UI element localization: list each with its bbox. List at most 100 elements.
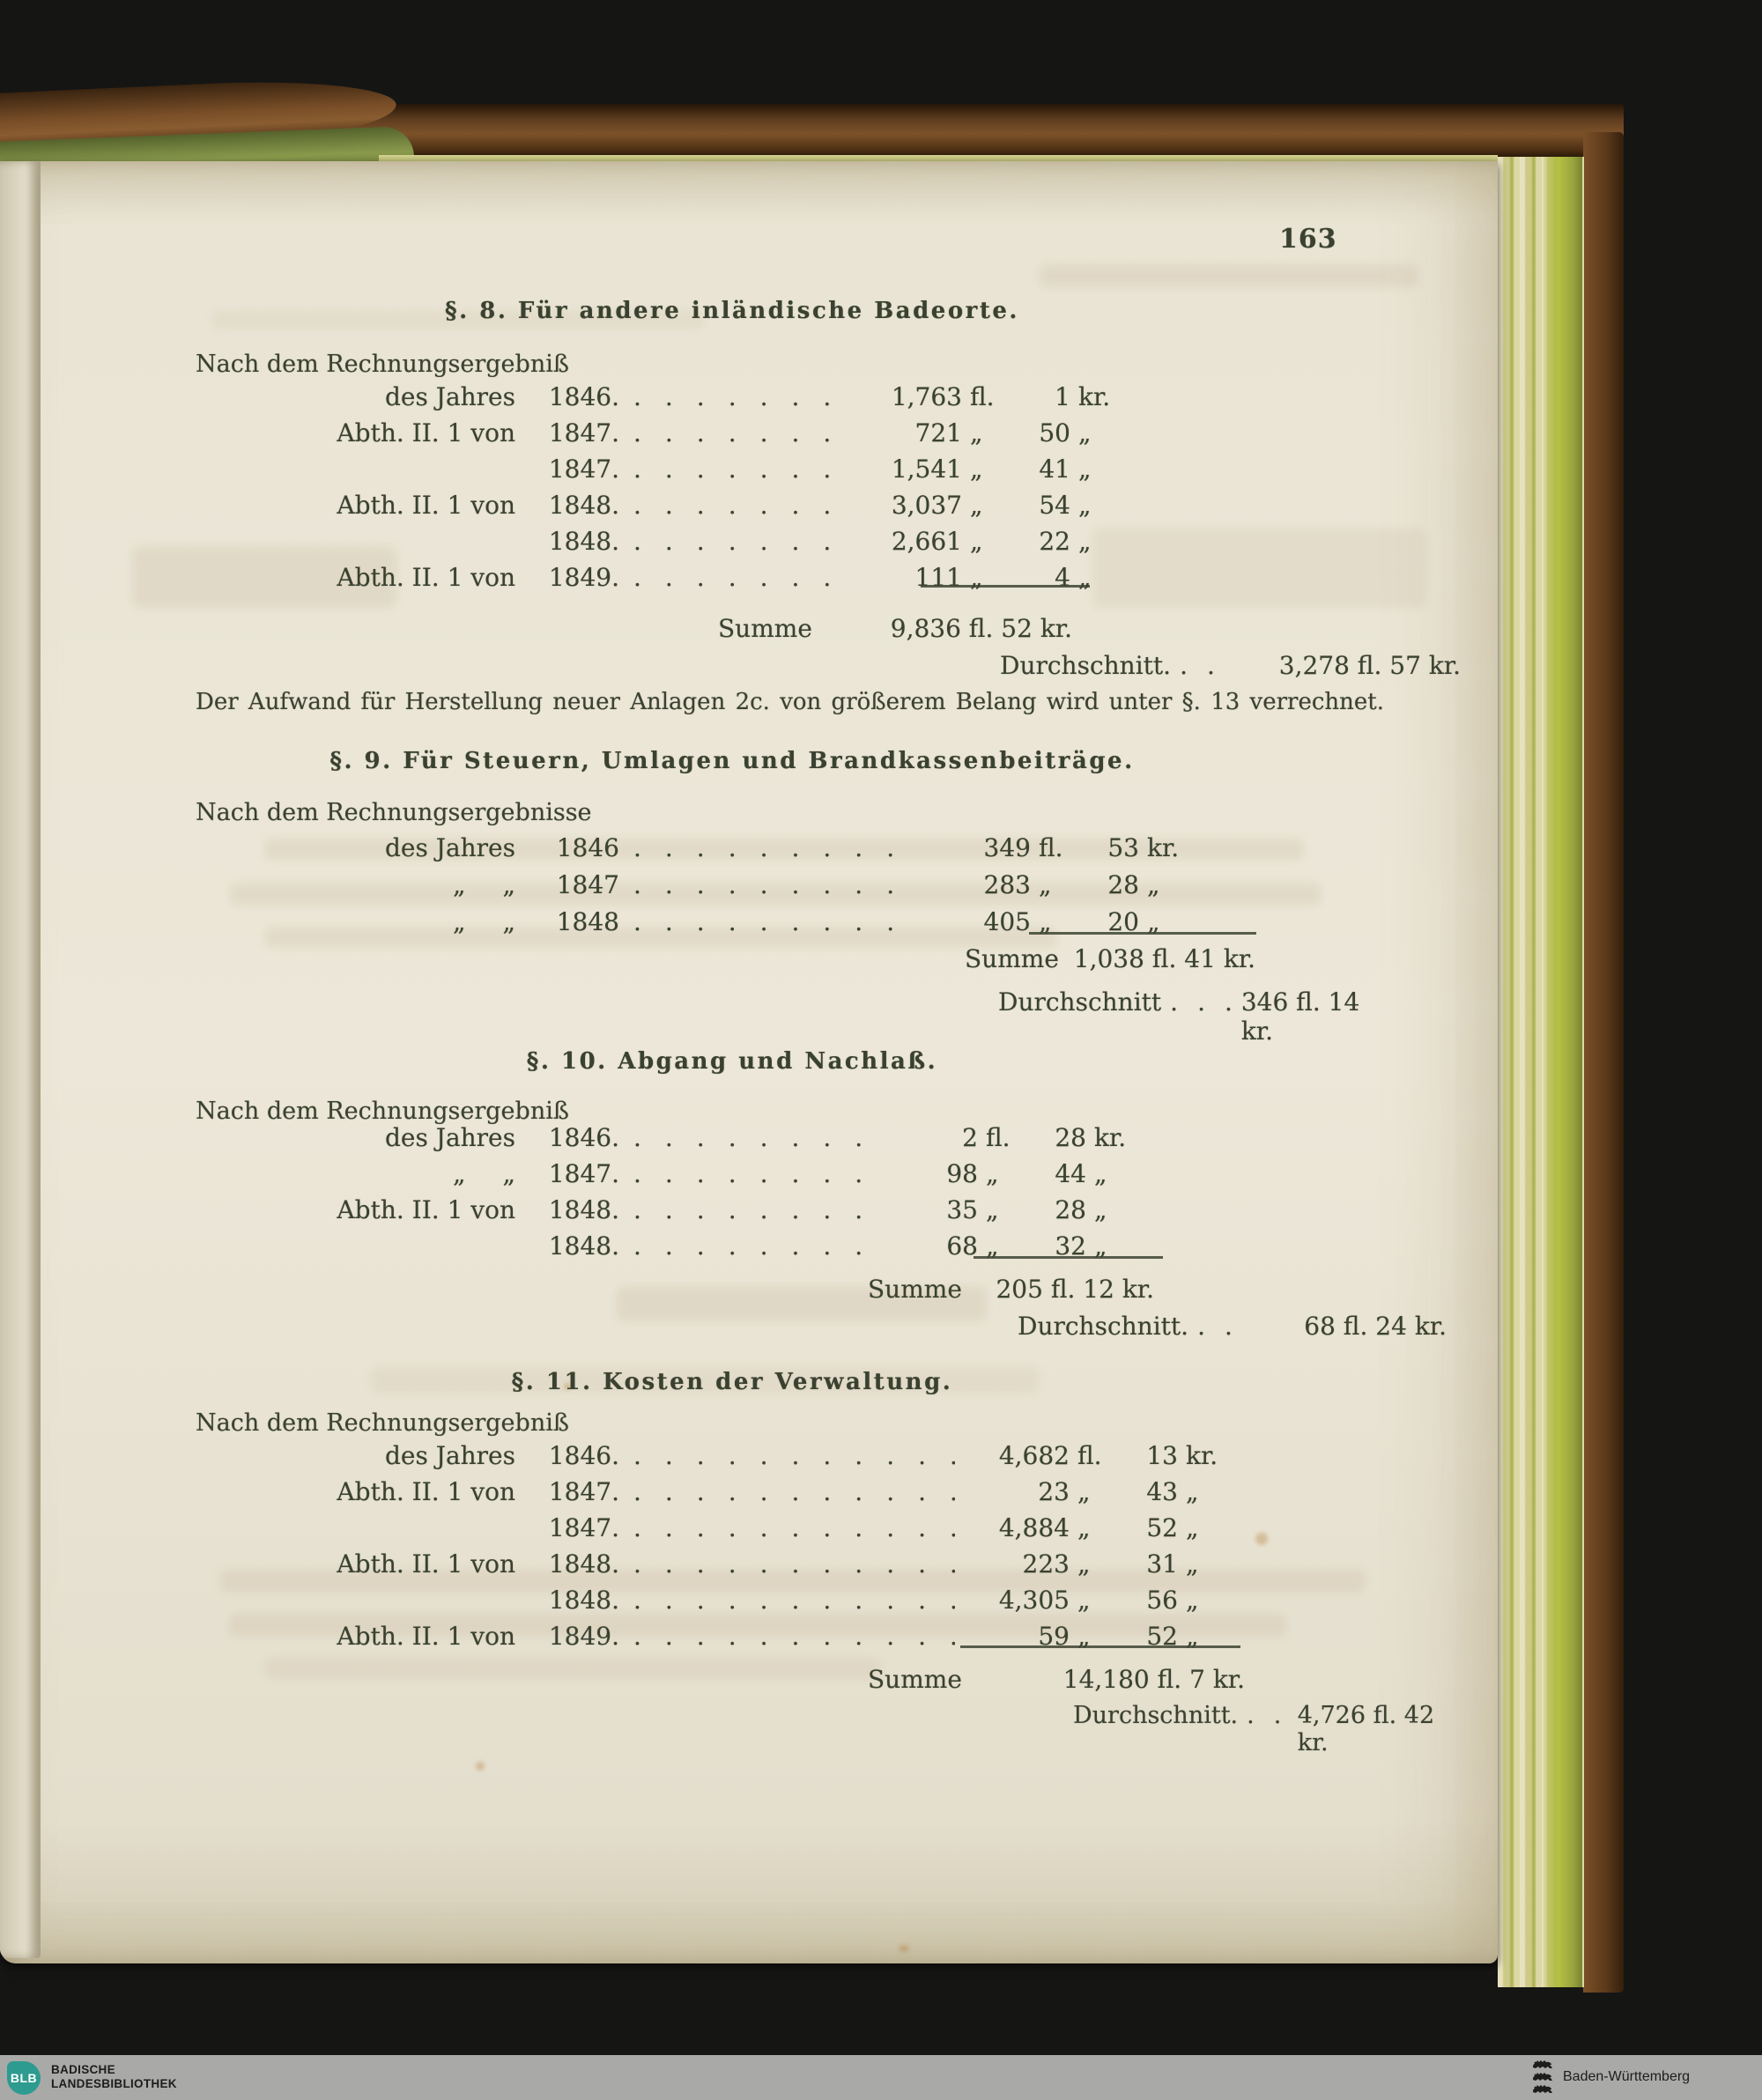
section-heading-9: §. 9. Für Steuern, Umlagen und Brandkass… bbox=[329, 748, 1135, 774]
currency-unit: „ bbox=[1078, 455, 1092, 484]
kreuzer-value: 50 bbox=[1039, 418, 1070, 447]
blb-logo[interactable]: BLB bbox=[7, 2061, 41, 2095]
bleedthrough-smudge bbox=[220, 1570, 1366, 1593]
table-row: 1847.....................4,884„52„ bbox=[196, 1513, 1225, 1543]
row-year: 1846. bbox=[548, 1441, 619, 1470]
table-row: „ „ 1847.................... 283 „ 28 „ bbox=[196, 870, 1186, 900]
leader-dots: .. bbox=[1247, 1702, 1298, 1729]
amount-value: 2,661 bbox=[891, 527, 962, 556]
amount-value: 98 bbox=[946, 1159, 978, 1188]
table-row: Abth. II. 1 von 1849.....................… bbox=[196, 563, 1117, 593]
row-year: 1847 bbox=[556, 870, 619, 899]
currency-unit: „ bbox=[1039, 907, 1052, 936]
section-heading-11: §. 11. Kosten der Verwaltung. bbox=[511, 1369, 953, 1395]
kreuzer-value: 28 bbox=[1055, 1123, 1086, 1152]
summe-value: 205 fl. 12 kr. bbox=[996, 1275, 1154, 1304]
currency-unit: „ bbox=[1077, 1513, 1091, 1542]
table-row: des Jahres 1846..................... 4,682… bbox=[196, 1441, 1225, 1471]
currency-unit: „ bbox=[1186, 1477, 1199, 1506]
durchschnitt-label: Durchschnitt bbox=[998, 987, 1162, 1017]
amount-value: 1,541 bbox=[891, 455, 962, 484]
leader-dots: .................... bbox=[633, 1513, 955, 1542]
library-name[interactable]: BADISCHE LANDESBIBLIOTHEK bbox=[51, 2063, 177, 2092]
leader-dots: .................... bbox=[633, 833, 916, 862]
bleedthrough-smudge bbox=[264, 927, 1057, 948]
kreuzer-value: 28 bbox=[1107, 870, 1139, 899]
state-logo[interactable]: Baden-Württemberg bbox=[1531, 2059, 1690, 2096]
summe-value: 1,038 fl. 41 kr. bbox=[1073, 944, 1255, 973]
amount-value: 1,763 bbox=[891, 382, 962, 411]
row-year: 1847. bbox=[548, 1477, 619, 1506]
kreuzer-value: 13 bbox=[1146, 1441, 1178, 1470]
row-label: des Jahres bbox=[384, 1441, 515, 1470]
kreuzer-value: 20 bbox=[1107, 907, 1139, 936]
currency-unit: kr. bbox=[1094, 1123, 1127, 1152]
durchschnitt-value: 68 fl. 24 kr. bbox=[1304, 1312, 1447, 1341]
table-row: Abth. II. 1 von 1848.....................… bbox=[196, 1195, 1133, 1225]
kreuzer-value: 32 bbox=[1055, 1231, 1086, 1261]
summe-label: Summe bbox=[868, 1665, 962, 1694]
row-year: 1846. bbox=[548, 1123, 619, 1152]
paper-stain bbox=[476, 1762, 485, 1771]
note-paragraph: Der Aufwand für Herstellung neuer Anlage… bbox=[196, 689, 1385, 715]
kreuzer-value: 1 bbox=[1055, 382, 1070, 411]
section-intro-9: Nach dem Rechnungsergebnisse bbox=[196, 799, 592, 826]
currency-unit: kr. bbox=[1078, 382, 1111, 411]
currency-unit: „ bbox=[1094, 1159, 1107, 1188]
row-label: „ „ bbox=[452, 907, 515, 936]
page-number: 163 bbox=[1279, 224, 1337, 255]
row-label: des Jahres bbox=[384, 1123, 515, 1152]
currency-unit: „ bbox=[1186, 1513, 1199, 1542]
kreuzer-value: 4 bbox=[1055, 563, 1070, 592]
bleedthrough-smudge bbox=[229, 1614, 1286, 1637]
library-footer-bar: BLB BADISCHE LANDESBIBLIOTHEK Baden-Würt… bbox=[0, 2055, 1762, 2100]
summe-line: Summe 9,836 fl. 52 kr. bbox=[718, 614, 1072, 643]
leader-dots: .................... bbox=[633, 1159, 863, 1188]
leader-dots: .................... bbox=[633, 1231, 863, 1261]
currency-unit: „ bbox=[970, 455, 983, 484]
summe-value: 9,836 fl. 52 kr. bbox=[890, 614, 1072, 643]
section-intro-11: Nach dem Rechnungsergebniß bbox=[196, 1409, 569, 1437]
leader-dots: .................... bbox=[633, 382, 848, 411]
row-year: 1848. bbox=[548, 491, 619, 520]
durchschnitt-line: Durchschnitt. .. 3,278 fl. 57 kr. bbox=[1000, 651, 1461, 680]
row-year: 1847. bbox=[548, 418, 619, 447]
currency-unit: „ bbox=[970, 563, 983, 592]
row-label: Abth. II. 1 von bbox=[337, 1477, 515, 1506]
state-name: Baden-Württemberg bbox=[1563, 2069, 1691, 2084]
durchschnitt-line: Durchschnitt ... 346 fl. 14 kr. bbox=[998, 987, 1379, 1046]
currency-unit: „ bbox=[970, 527, 983, 556]
summe-label: Summe bbox=[868, 1275, 962, 1304]
row-year: 1848. bbox=[548, 1195, 619, 1224]
leader-dots: .................... bbox=[633, 1195, 863, 1224]
row-label: Abth. II. 1 von bbox=[337, 418, 515, 447]
currency-unit: „ bbox=[970, 418, 983, 447]
baden-wuerttemberg-lions-icon bbox=[1533, 2060, 1552, 2093]
paper-stain bbox=[899, 1945, 909, 1952]
row-year: 1848 bbox=[556, 907, 619, 936]
summe-label: Summe bbox=[965, 944, 1059, 973]
section-intro-8: Nach dem Rechnungsergebniß bbox=[196, 351, 569, 378]
row-year: 1848. bbox=[548, 527, 619, 556]
currency-unit: „ bbox=[1077, 1622, 1091, 1651]
table-row: Abth. II. 1 von 1848.....................… bbox=[196, 491, 1117, 521]
leader-dots: .. bbox=[1180, 651, 1234, 680]
currency-unit: fl. bbox=[986, 1123, 1011, 1152]
summe-line: Summe 205 fl. 12 kr. bbox=[868, 1275, 1154, 1304]
table-row: des Jahres 1846.................... 349 fl.… bbox=[196, 833, 1186, 863]
sum-rule bbox=[960, 1645, 1240, 1648]
book-page bbox=[0, 161, 1498, 1963]
bleedthrough-smudge bbox=[1092, 529, 1427, 608]
currency-unit: „ bbox=[1094, 1231, 1107, 1261]
row-label: des Jahres bbox=[384, 382, 515, 411]
amount-value: 405 bbox=[983, 907, 1031, 936]
table-row: 1848..................... 2,661 „ 22 „ bbox=[196, 527, 1117, 557]
currency-unit: „ bbox=[1078, 491, 1092, 520]
leader-dots: .................... bbox=[633, 527, 848, 556]
durchschnitt-line: Durchschnitt. .. 4,726 fl. 42 kr. bbox=[1073, 1702, 1462, 1756]
summe-value: 14,180 fl. 7 kr. bbox=[1062, 1665, 1245, 1694]
currency-unit: „ bbox=[1186, 1586, 1199, 1615]
row-year: 1848. bbox=[548, 1586, 619, 1615]
currency-unit: „ bbox=[1077, 1477, 1091, 1506]
